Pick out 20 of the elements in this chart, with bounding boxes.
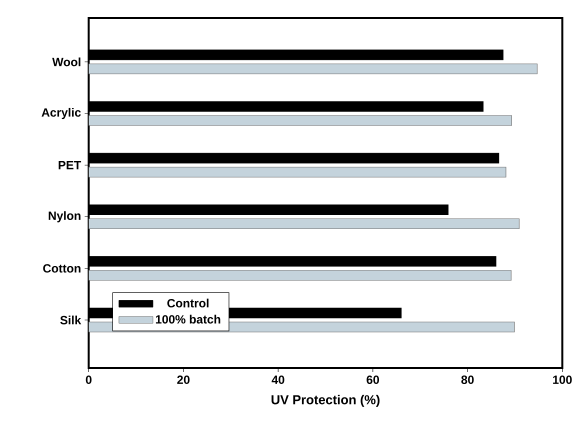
x-tick-label: 20 xyxy=(177,376,190,384)
x-tick-label: 40 xyxy=(272,376,284,384)
bar xyxy=(88,166,506,178)
legend-label: Control xyxy=(167,298,208,308)
bar xyxy=(88,115,512,126)
y-tick-label: Nylon xyxy=(48,211,80,222)
x-axis-title: UV Protection (%) xyxy=(272,394,380,407)
x-tick-label: 100 xyxy=(553,376,572,384)
bar xyxy=(88,64,538,74)
x-tick-label: 80 xyxy=(461,376,474,384)
bar xyxy=(88,270,512,281)
y-tick-label: Cotton xyxy=(43,264,80,273)
x-tick-label: 60 xyxy=(366,376,380,384)
y-tick-label: Silk xyxy=(60,316,82,324)
legend-label: 100% batch xyxy=(156,314,220,324)
y-tick-label: PET xyxy=(58,161,82,170)
bar xyxy=(88,218,520,230)
y-tick-label: Wool xyxy=(52,58,80,66)
x-tick-label: 0 xyxy=(86,376,92,384)
y-tick-label: Acrylic xyxy=(42,108,81,120)
